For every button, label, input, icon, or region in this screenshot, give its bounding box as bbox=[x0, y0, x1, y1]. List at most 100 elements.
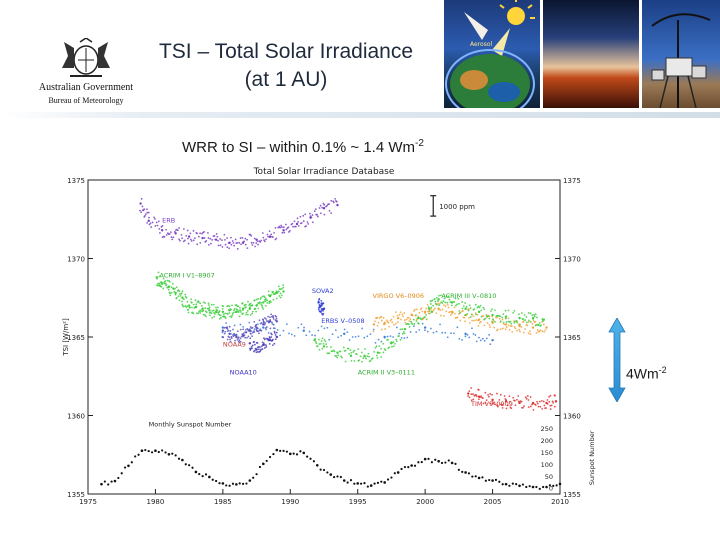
tsi-point bbox=[222, 336, 225, 339]
tsi-point bbox=[282, 329, 285, 332]
tsi-point bbox=[509, 320, 512, 323]
tsi-point bbox=[464, 335, 467, 338]
tsi-point bbox=[273, 332, 276, 334]
tsi-point bbox=[499, 315, 502, 318]
tsi-point bbox=[199, 241, 202, 244]
tsi-point bbox=[229, 338, 232, 341]
tsi-point bbox=[207, 237, 210, 239]
tsi-point bbox=[372, 328, 375, 331]
tsi-point bbox=[213, 311, 215, 314]
tsi-point bbox=[199, 232, 202, 235]
tsi-point bbox=[251, 244, 254, 246]
tsi-point bbox=[499, 393, 502, 396]
sunspot-point bbox=[471, 475, 474, 478]
tsi-point bbox=[171, 238, 174, 241]
tsi-point bbox=[494, 403, 497, 406]
tsi-point bbox=[539, 405, 542, 408]
tsi-point bbox=[540, 400, 543, 402]
y-tick-label: 1360 bbox=[67, 413, 85, 421]
y-tick-label-right: 1365 bbox=[563, 334, 581, 342]
tsi-point bbox=[244, 336, 247, 339]
title-line-2: (at 1 AU) bbox=[244, 68, 328, 91]
sunspot-point bbox=[107, 483, 110, 486]
tsi-point bbox=[319, 204, 322, 207]
tsi-point bbox=[246, 238, 249, 241]
tsi-point bbox=[170, 236, 173, 238]
tsi-point bbox=[325, 343, 328, 345]
sunspot-point bbox=[120, 472, 123, 475]
tsi-point bbox=[548, 400, 551, 403]
sunspot-point bbox=[508, 484, 511, 487]
tsi-point bbox=[199, 302, 202, 305]
tsi-point bbox=[228, 336, 231, 339]
tsi-point bbox=[180, 233, 183, 236]
tsi-point bbox=[322, 342, 325, 345]
sunspot-point bbox=[430, 461, 433, 464]
tsi-point bbox=[288, 332, 290, 335]
tsi-point bbox=[377, 338, 380, 341]
tsi-point bbox=[182, 298, 185, 300]
tsi-point bbox=[320, 312, 323, 315]
tsi-point bbox=[209, 314, 211, 317]
tsi-point bbox=[387, 338, 389, 341]
tsi-point bbox=[166, 279, 169, 282]
tsi-point bbox=[504, 315, 508, 318]
tsi-point bbox=[227, 329, 230, 332]
tsi-point bbox=[228, 312, 231, 314]
tsi-point bbox=[184, 305, 187, 307]
tsi-point bbox=[253, 328, 256, 331]
tsi-point bbox=[139, 202, 142, 205]
tsi-point bbox=[255, 351, 258, 354]
tsi-point bbox=[181, 237, 184, 240]
tsi-point bbox=[529, 333, 532, 335]
tsi-point bbox=[186, 229, 189, 232]
series-label: SOVA2 bbox=[312, 287, 334, 295]
tsi-point bbox=[388, 346, 391, 349]
tsi-point bbox=[354, 335, 357, 338]
tsi-point bbox=[425, 313, 427, 316]
tsi-point bbox=[159, 284, 161, 286]
tsi-point bbox=[185, 234, 188, 237]
tsi-point bbox=[253, 330, 256, 333]
tsi-point bbox=[367, 352, 370, 355]
tsi-point bbox=[336, 203, 339, 207]
sunspot-point bbox=[225, 484, 228, 487]
tsi-point bbox=[528, 330, 531, 333]
tsi-point bbox=[350, 359, 353, 362]
tsi-point bbox=[477, 325, 480, 327]
tsi-point bbox=[287, 226, 290, 229]
sunspot-point bbox=[177, 457, 181, 460]
sunspot-point bbox=[552, 484, 555, 487]
tsi-point bbox=[422, 317, 425, 320]
tsi-point bbox=[265, 320, 268, 322]
tsi-point bbox=[513, 326, 516, 328]
tsi-point bbox=[221, 331, 224, 334]
tsi-point bbox=[234, 339, 236, 342]
tsi-point bbox=[272, 290, 275, 293]
tsi-point bbox=[334, 197, 337, 200]
sunspot-point bbox=[491, 479, 494, 482]
y-tick-label-right: 1360 bbox=[563, 413, 581, 421]
chart-title: Total Solar Irradiance Database bbox=[253, 167, 395, 177]
tsi-point bbox=[241, 236, 244, 239]
sunspot-point bbox=[504, 482, 508, 486]
tsi-point bbox=[501, 316, 503, 319]
tsi-point bbox=[232, 242, 235, 244]
tsi-point bbox=[239, 340, 242, 343]
y-tick-label: 1365 bbox=[67, 334, 85, 342]
sunspot-tick-label: 250 bbox=[541, 425, 553, 433]
tsi-point bbox=[281, 231, 284, 234]
sunspot-point bbox=[309, 457, 312, 460]
tsi-point bbox=[344, 349, 347, 352]
tsi-point bbox=[271, 333, 273, 336]
tsi-point bbox=[192, 303, 195, 306]
tsi-point bbox=[498, 398, 501, 401]
tsi-point bbox=[246, 309, 249, 312]
tsi-point bbox=[207, 231, 209, 234]
tsi-point bbox=[297, 221, 300, 223]
tsi-point bbox=[549, 394, 552, 397]
tsi-point bbox=[248, 329, 252, 332]
tsi-point bbox=[513, 399, 516, 402]
tsi-point bbox=[201, 236, 204, 240]
sunspot-point bbox=[218, 482, 221, 485]
